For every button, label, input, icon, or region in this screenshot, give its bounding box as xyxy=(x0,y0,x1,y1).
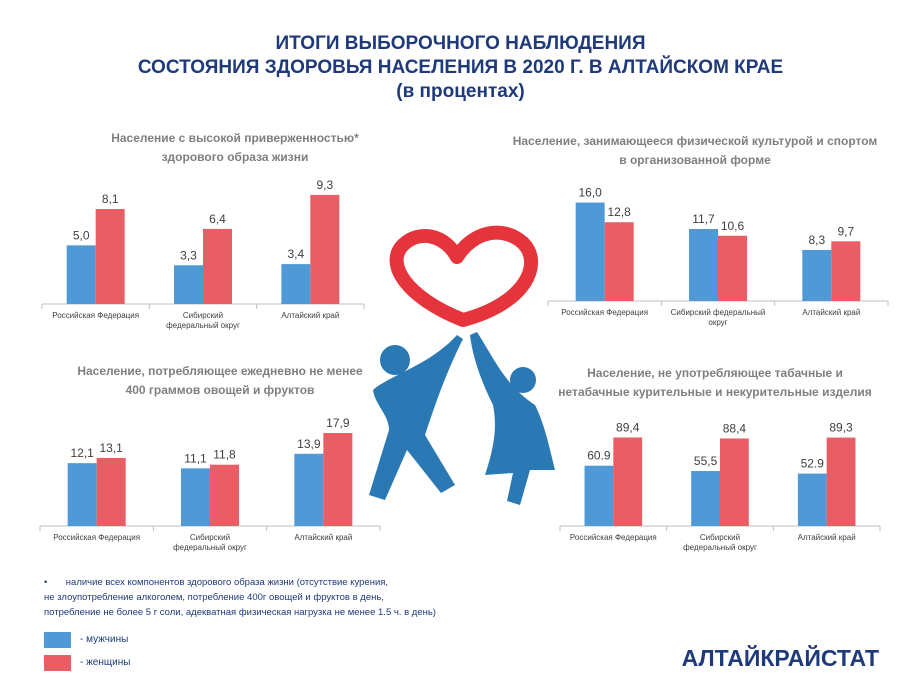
data-label: 16,0 xyxy=(578,186,602,200)
page-title-line1: ИТОГИ ВЫБОРОЧНОГО НАБЛЮДЕНИЯ xyxy=(275,33,646,54)
data-label: 10,6 xyxy=(721,219,745,233)
data-label: 5,0 xyxy=(73,228,90,242)
bar-men xyxy=(281,264,311,304)
category-label: Сибирский федеральный xyxy=(671,308,766,317)
category-label: округ xyxy=(708,318,727,327)
bar-men xyxy=(797,473,827,526)
chart2-title: Население, занимающееся физической культ… xyxy=(512,134,878,167)
data-label: 8,3 xyxy=(808,233,825,247)
footnote-line2: не злоупотребление алкоголем, потреблени… xyxy=(44,592,384,603)
category-label: Сибирский xyxy=(700,533,740,542)
bar-men xyxy=(691,471,720,526)
bar-men xyxy=(174,265,203,304)
bar-women xyxy=(323,433,353,526)
chart1-title: Население с высокой приверженностью* здо… xyxy=(111,131,359,164)
chart-healthy-lifestyle: 5,0 8,1 Российская Федерация 3,3 6,4 Сибирски… xyxy=(41,178,365,330)
bar-men xyxy=(66,245,96,304)
legend-women-swatch xyxy=(44,655,71,671)
bar-men xyxy=(294,453,324,526)
data-label: 13,9 xyxy=(297,437,321,451)
chart4-title: Население, не употребляющее табачные и н… xyxy=(558,366,872,399)
data-label: 55,5 xyxy=(694,454,718,468)
category-label: федеральный округ xyxy=(683,543,757,552)
bar-women xyxy=(96,457,126,526)
data-label: 89,4 xyxy=(616,420,640,434)
bar-women xyxy=(826,437,856,526)
category-label: Алтайский край xyxy=(798,533,856,542)
bar-women xyxy=(210,464,239,526)
bar-women xyxy=(613,437,643,526)
chart-vegetables-fruits: 12,1 13,1 Российская Федерация 11,1 11,8 Сиби… xyxy=(39,416,381,552)
chart3-title: Население, потребляющее ежедневно не мен… xyxy=(77,364,363,397)
person-head-icon-2 xyxy=(510,367,536,393)
data-label: 6,4 xyxy=(209,212,226,226)
bar-men xyxy=(802,249,832,301)
data-label: 89,3 xyxy=(829,421,853,435)
chart-physical-activity: 16,0 12,8 Российская Федерация 11,7 10,6 Сиби… xyxy=(547,186,889,327)
bar-women xyxy=(95,208,125,304)
data-label: 3,4 xyxy=(287,247,304,261)
page-title-line3: (в процентах) xyxy=(396,81,525,102)
data-label: 11,1 xyxy=(184,451,207,465)
bar-women xyxy=(203,228,232,304)
legend-men-label: - мужчины xyxy=(80,634,129,645)
data-label: 3,3 xyxy=(180,248,197,262)
bar-women xyxy=(604,222,634,301)
category-label: федеральный округ xyxy=(166,321,240,330)
category-label: федеральный округ xyxy=(173,543,247,552)
bar-men xyxy=(67,463,97,526)
legend-men-swatch xyxy=(44,632,71,648)
person-head-icon xyxy=(380,345,410,375)
footnote-line1: • наличие всех компонентов здорового обр… xyxy=(44,577,389,588)
category-label: Российская Федерация xyxy=(53,533,140,542)
category-label: Российская Федерация xyxy=(570,533,657,542)
bar-women xyxy=(718,235,747,301)
legend-women-label: - женщины xyxy=(80,657,131,668)
bar-men xyxy=(689,229,718,301)
category-label: Алтайский край xyxy=(281,311,339,320)
data-label: 52.9 xyxy=(801,457,825,471)
chart-non-smokers: 60.9 89,4 Российская Федерация 55,5 88,4 Сиби… xyxy=(559,420,881,552)
bar-women xyxy=(310,194,340,304)
bar-men xyxy=(181,468,210,526)
data-label: 60.9 xyxy=(587,449,611,463)
person-right-icon xyxy=(470,332,555,505)
category-label: Сибирский xyxy=(190,533,230,542)
page-title-line2: СОСТОЯНИЯ ЗДОРОВЬЯ НАСЕЛЕНИЯ В 2020 Г. В… xyxy=(137,57,784,78)
category-label: Сибирский xyxy=(183,311,223,320)
category-label: Российская Федерация xyxy=(561,308,648,317)
bar-women xyxy=(831,241,861,301)
bar-men xyxy=(575,202,605,301)
person-left-icon xyxy=(369,335,463,500)
bar-women xyxy=(720,438,749,526)
brand-logo-text: АЛТАЙКРАЙСТАТ xyxy=(681,645,879,671)
data-label: 12,1 xyxy=(70,446,94,460)
data-label: 9,3 xyxy=(316,178,333,192)
data-label: 8,1 xyxy=(102,192,119,206)
data-label: 88,4 xyxy=(723,421,747,435)
category-label: Российская Федерация xyxy=(52,311,139,320)
heart-icon xyxy=(389,225,539,327)
category-label: Алтайский край xyxy=(802,308,860,317)
data-label: 9,7 xyxy=(837,224,854,238)
data-label: 11,8 xyxy=(213,448,236,462)
category-label: Алтайский край xyxy=(294,533,352,542)
footnote-line3: потребление не более 5 г соли, адекватна… xyxy=(44,607,436,618)
data-label: 12,8 xyxy=(607,205,631,219)
data-label: 13,1 xyxy=(99,441,123,455)
heart-people-illustration xyxy=(369,225,555,505)
bar-men xyxy=(584,465,614,526)
data-label: 11,7 xyxy=(692,212,715,226)
data-label: 17,9 xyxy=(326,416,350,430)
